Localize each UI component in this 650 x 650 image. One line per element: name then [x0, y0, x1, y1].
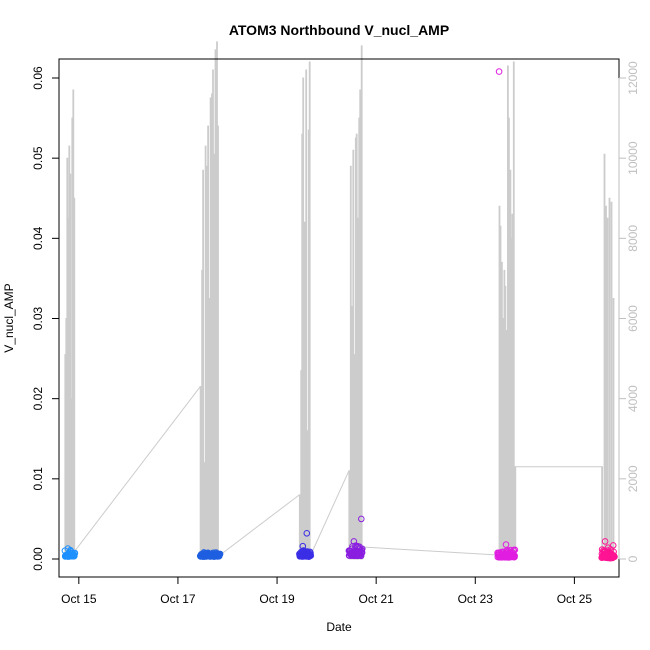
y-tick-label: 0.04: [31, 226, 45, 250]
data-point-outlier: [299, 542, 307, 550]
y2-tick-label: 10000: [626, 141, 640, 175]
y-tick-label: 0.05: [31, 146, 45, 170]
points-layer: [61, 68, 618, 562]
y2-tick-label: 4000: [626, 385, 640, 412]
y-tick-label: 0.02: [31, 387, 45, 411]
secondary-burst-line: [64, 89, 77, 560]
y2-tick-label: 6000: [626, 305, 640, 332]
data-point: [359, 545, 366, 553]
data-point: [510, 547, 518, 555]
y2-tick-label: 2000: [626, 465, 640, 492]
data-point-outlier: [303, 530, 311, 537]
secondary-burst-line: [601, 153, 616, 560]
data-point: [307, 552, 315, 559]
x-tick-label: Oct 19: [259, 592, 295, 606]
y-axis-label: V_nucl_AMP: [2, 283, 16, 352]
y-tick-label: 0.00: [31, 547, 45, 571]
x-tick-label: Oct 17: [160, 592, 196, 606]
secondary-connector-line: [362, 546, 498, 556]
secondary-connector-line: [74, 386, 201, 552]
secondary-burst-line: [199, 41, 222, 560]
x-tick-label: Oct 25: [557, 592, 593, 606]
secondary-burst-line: [298, 61, 313, 560]
secondary-connector-line: [219, 494, 300, 556]
x-tick-label: Oct 23: [458, 592, 494, 606]
plot-frame: [58, 58, 620, 578]
data-point-outlier: [67, 546, 74, 554]
chart-title: ATOM3 Northbound V_nucl_AMP: [229, 22, 449, 38]
y2-tick-label: 12000: [626, 61, 640, 95]
data-point: [609, 542, 617, 549]
data-point-outlier: [358, 515, 365, 523]
x-axis-label: Date: [326, 620, 352, 634]
secondary-series-layer: [64, 41, 616, 560]
x-tick-label: Oct 21: [358, 592, 394, 606]
y-tick-label: 0.01: [31, 467, 45, 491]
data-point: [511, 546, 519, 554]
y-tick-label: 0.06: [31, 66, 45, 90]
y-axis-left: 0.00 0.01 0.02 0.03 0.04 0.05 0.06: [31, 66, 60, 571]
data-point-outlier: [350, 538, 358, 545]
y2-tick-label: 0: [626, 555, 640, 562]
data-point: [611, 553, 618, 561]
data-point: [216, 550, 224, 558]
y-tick-label: 0.03: [31, 306, 45, 330]
data-point: [71, 552, 78, 560]
data-point-outlier: [495, 68, 503, 75]
data-point: [307, 549, 314, 557]
y2-tick-label: 8000: [626, 225, 640, 252]
x-tick-label: Oct 15: [61, 592, 97, 606]
secondary-connector-line: [310, 470, 350, 556]
secondary-burst-line: [497, 61, 517, 560]
x-axis: Oct 15 Oct 17 Oct 19 Oct 21 Oct 23 Oct 25: [61, 576, 593, 606]
data-point-outlier: [601, 538, 609, 545]
y-axis-right: 0 2000 4000 6000 8000 10000 12000: [618, 61, 640, 562]
data-point: [358, 549, 366, 556]
data-point-outlier: [502, 541, 510, 548]
secondary-burst-line: [348, 45, 364, 560]
